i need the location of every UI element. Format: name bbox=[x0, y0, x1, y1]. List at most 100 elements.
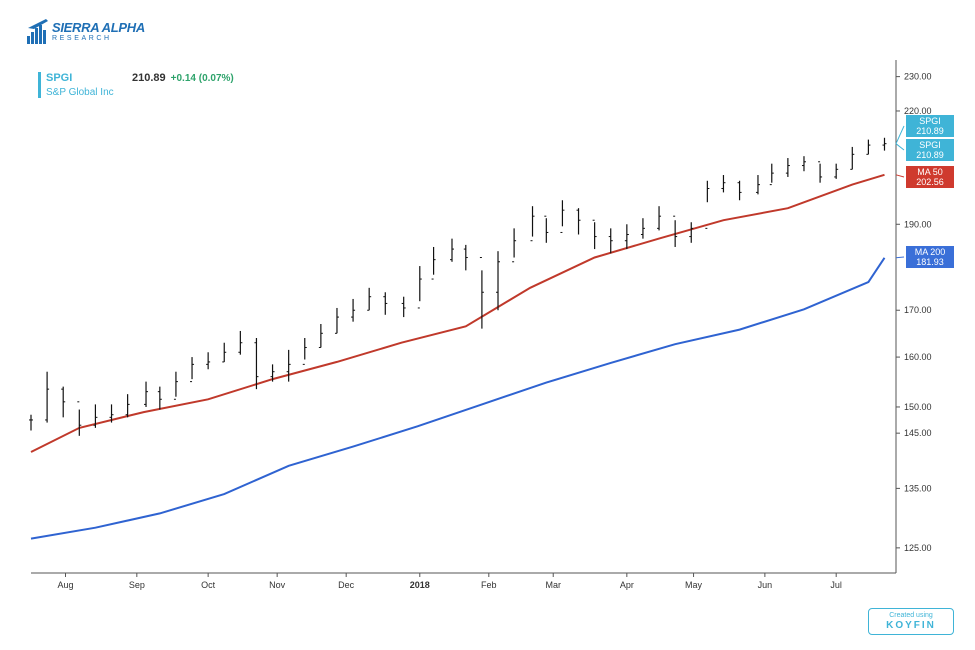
sierra-alpha-logo: SIERRA ALPHA RESEARCH bbox=[26, 16, 145, 46]
x-tick-label: Sep bbox=[129, 580, 145, 590]
badge-created-text: Created using bbox=[889, 612, 933, 619]
price-bar bbox=[270, 364, 275, 382]
price-bar bbox=[755, 175, 760, 195]
price-bar bbox=[29, 414, 33, 431]
price-bar bbox=[449, 238, 454, 262]
price-bar bbox=[222, 342, 227, 363]
label-value: 210.89 bbox=[916, 150, 944, 160]
y-tick-label: 125.00 bbox=[904, 543, 932, 553]
y-tick-label: 145.00 bbox=[904, 428, 932, 438]
koyfin-badge[interactable]: Created using KOYFIN bbox=[868, 608, 954, 635]
price-bar bbox=[206, 352, 211, 370]
badge-brand-text: KOYFIN bbox=[886, 620, 936, 631]
y-tick-label: 150.00 bbox=[904, 402, 932, 412]
y-tick-label: 230.00 bbox=[904, 72, 932, 82]
x-tick-label: Jun bbox=[758, 580, 773, 590]
x-tick-label: Jul bbox=[830, 580, 842, 590]
x-tick-label: Aug bbox=[58, 580, 74, 590]
price-bar bbox=[417, 266, 422, 309]
price-bar bbox=[882, 137, 887, 151]
ma50-line-layer bbox=[30, 173, 885, 453]
label-value: 210.89 bbox=[916, 126, 944, 136]
x-tick-label: Feb bbox=[481, 580, 497, 590]
logo-title: SIERRA ALPHA bbox=[52, 19, 145, 35]
price-bar bbox=[318, 323, 323, 348]
price-bar bbox=[238, 330, 243, 355]
x-tick-label: Oct bbox=[201, 580, 216, 590]
price-bar bbox=[401, 296, 406, 318]
price-bar bbox=[144, 381, 149, 407]
axes-layer bbox=[31, 60, 897, 574]
price-bars-layer bbox=[29, 137, 887, 436]
y-tick-label: 160.00 bbox=[904, 352, 932, 362]
price-bar bbox=[93, 404, 98, 428]
price-bar bbox=[624, 224, 629, 250]
price-bar bbox=[479, 257, 484, 329]
price-bar bbox=[640, 218, 645, 239]
price-bar bbox=[125, 394, 130, 418]
price-bar bbox=[592, 219, 597, 250]
label-name: MA 50 bbox=[917, 167, 943, 177]
price-bar bbox=[286, 349, 291, 382]
label-name: SPGI bbox=[919, 140, 941, 150]
price-bar bbox=[689, 222, 694, 243]
price-bar bbox=[673, 215, 678, 247]
legend-ticker[interactable]: SPGI bbox=[46, 72, 73, 84]
price-bar bbox=[560, 200, 565, 233]
price-bar bbox=[431, 246, 436, 280]
price-bar bbox=[705, 180, 710, 229]
legend-company-name: S&P Global Inc bbox=[46, 87, 114, 98]
price-bar bbox=[173, 371, 178, 400]
price-bar bbox=[801, 156, 806, 172]
price-bar bbox=[785, 158, 790, 177]
bar-chart-plane-icon bbox=[27, 19, 48, 44]
label-value: 202.56 bbox=[916, 177, 944, 187]
legend-change: +0.14 (0.07%) bbox=[170, 73, 234, 84]
price-bar bbox=[496, 251, 501, 311]
price-bar bbox=[769, 163, 774, 186]
price-bar bbox=[334, 307, 339, 334]
price-bar bbox=[576, 208, 581, 235]
price-bar bbox=[351, 298, 356, 322]
price-bar bbox=[109, 404, 114, 423]
price-bar bbox=[383, 292, 388, 315]
price-bar bbox=[512, 228, 517, 263]
y-tick-label: 170.00 bbox=[904, 305, 932, 315]
x-tick-label: Nov bbox=[269, 580, 286, 590]
price-bar bbox=[302, 338, 307, 365]
ma50-line bbox=[30, 173, 885, 453]
price-bar bbox=[608, 228, 613, 254]
price-bar bbox=[530, 206, 535, 242]
price-bar bbox=[190, 357, 195, 383]
label-name: MA 200 bbox=[915, 247, 946, 257]
price-bar bbox=[737, 180, 742, 201]
ma200-line bbox=[30, 257, 886, 540]
legend-price: 210.89 bbox=[132, 72, 166, 84]
x-tick-label: May bbox=[685, 580, 703, 590]
price-bar bbox=[834, 163, 839, 179]
price-bar bbox=[367, 287, 372, 311]
x-tick-label: Dec bbox=[338, 580, 355, 590]
price-bar bbox=[657, 206, 662, 231]
y-axis-ticks: 230.00 220.00 190.00 170.00 160.00 150.00 145.… bbox=[896, 72, 932, 553]
x-tick-label: 2018 bbox=[410, 580, 430, 590]
chart-legend: SPGI 210.89 +0.14 (0.07%) S&P Global Inc bbox=[38, 72, 234, 98]
price-bar bbox=[77, 401, 82, 436]
price-bar bbox=[254, 338, 259, 390]
logo-subtitle: RESEARCH bbox=[52, 34, 112, 42]
price-bar bbox=[463, 244, 468, 271]
price-bar bbox=[818, 161, 823, 183]
price-bar bbox=[850, 146, 855, 170]
y-tick-label: 220.00 bbox=[904, 106, 932, 116]
ma200-line-layer bbox=[30, 257, 886, 540]
x-tick-label: Mar bbox=[545, 580, 561, 590]
price-bar bbox=[45, 371, 50, 423]
y-tick-label: 190.00 bbox=[904, 219, 932, 229]
x-axis-ticks: Aug Sep Oct Nov Dec 2018 Feb Mar Apr May Jun Jul bbox=[58, 573, 842, 590]
